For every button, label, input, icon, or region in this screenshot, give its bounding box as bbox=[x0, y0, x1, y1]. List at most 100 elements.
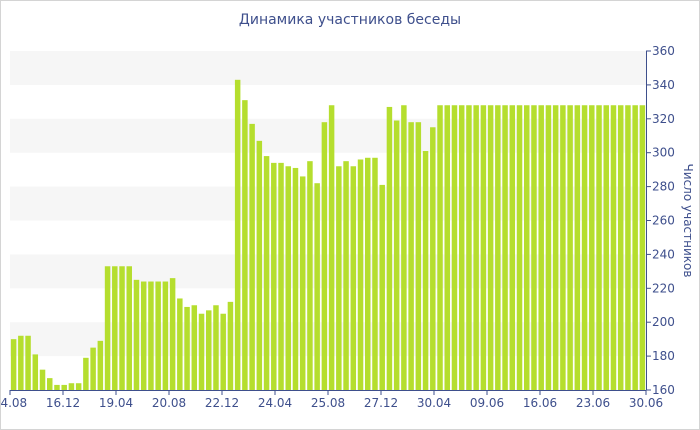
x-tick-label: 23.06 bbox=[576, 396, 610, 410]
bar bbox=[328, 105, 335, 391]
bar bbox=[567, 105, 573, 391]
bar bbox=[408, 122, 414, 390]
x-tick-label: 14.08 bbox=[0, 396, 27, 410]
bar bbox=[314, 183, 320, 390]
y-axis-title: Число участников bbox=[681, 164, 695, 278]
bar bbox=[466, 105, 472, 391]
bar bbox=[25, 335, 31, 390]
bar bbox=[589, 105, 595, 391]
bar bbox=[357, 159, 364, 390]
bar bbox=[437, 105, 443, 391]
bar bbox=[155, 281, 161, 390]
bar bbox=[184, 306, 190, 390]
bar bbox=[112, 266, 118, 390]
bar bbox=[365, 157, 371, 390]
bar bbox=[379, 184, 385, 390]
bar bbox=[524, 105, 530, 391]
x-tick-label: 22.12 bbox=[205, 396, 239, 410]
bar bbox=[509, 105, 516, 391]
bar bbox=[133, 279, 140, 390]
bar bbox=[119, 266, 125, 390]
bar bbox=[234, 79, 241, 390]
bar bbox=[422, 151, 429, 390]
y-axis-ticks: 160 180 200 220 240 260 280 300 320 340 360 bbox=[646, 44, 675, 397]
bar bbox=[242, 100, 248, 390]
bar bbox=[560, 105, 566, 391]
grid-band bbox=[10, 51, 646, 85]
chart-title: Динамика участников беседы bbox=[238, 12, 462, 28]
x-tick-label: 16.06 bbox=[523, 396, 557, 410]
bar bbox=[278, 162, 284, 390]
bar bbox=[191, 305, 198, 390]
bar bbox=[126, 266, 132, 390]
y-tick-label: 360 bbox=[652, 44, 675, 58]
y-tick-label: 240 bbox=[652, 247, 675, 261]
bar bbox=[227, 301, 234, 390]
bar bbox=[271, 162, 277, 390]
bar bbox=[54, 384, 60, 390]
bar bbox=[206, 310, 212, 390]
bar bbox=[596, 105, 602, 391]
y-tick-label: 300 bbox=[652, 146, 675, 160]
bar bbox=[140, 281, 147, 390]
bar bbox=[198, 313, 205, 390]
y-tick-label: 160 bbox=[652, 383, 675, 397]
bar bbox=[495, 105, 501, 391]
x-tick-label: 19.04 bbox=[99, 396, 133, 410]
bar bbox=[393, 120, 400, 390]
bar bbox=[263, 156, 270, 390]
bar bbox=[220, 313, 226, 390]
bar bbox=[169, 278, 176, 390]
bar bbox=[473, 105, 479, 391]
bar bbox=[39, 369, 46, 390]
bar bbox=[430, 127, 436, 391]
bar bbox=[386, 106, 393, 390]
x-tick-label: 25.08 bbox=[311, 396, 345, 410]
bar bbox=[574, 105, 581, 391]
y-tick-label: 200 bbox=[652, 315, 675, 329]
bar bbox=[32, 354, 39, 390]
bar bbox=[632, 105, 638, 391]
bar bbox=[610, 105, 617, 391]
bar bbox=[18, 335, 24, 390]
bar bbox=[249, 123, 255, 390]
y-tick-label: 260 bbox=[652, 214, 675, 228]
x-tick-label: 20.08 bbox=[152, 396, 186, 410]
x-tick-label: 16.12 bbox=[46, 396, 80, 410]
bar bbox=[256, 140, 263, 390]
x-axis-ticks: 14.08 16.12 19.04 20.08 22.12 24.04 25.08 27.12… bbox=[0, 390, 663, 410]
bar bbox=[343, 161, 349, 390]
bar bbox=[336, 166, 342, 390]
bar bbox=[639, 105, 646, 391]
bar bbox=[285, 166, 291, 390]
bar bbox=[487, 105, 494, 391]
x-tick-label: 30.06 bbox=[629, 396, 663, 410]
bar bbox=[75, 383, 82, 390]
y-tick-label: 280 bbox=[652, 180, 675, 194]
bar bbox=[480, 105, 487, 391]
bar bbox=[90, 347, 96, 391]
y-tick-label: 220 bbox=[652, 281, 675, 295]
bar-series bbox=[10, 79, 646, 391]
bar bbox=[401, 105, 407, 391]
bar bbox=[516, 105, 523, 391]
x-tick-label: 30.04 bbox=[417, 396, 451, 410]
bar bbox=[458, 105, 465, 391]
bar bbox=[177, 298, 183, 390]
bar bbox=[502, 105, 508, 391]
bar bbox=[104, 266, 111, 390]
bar bbox=[581, 105, 588, 391]
y-tick-label: 340 bbox=[652, 78, 675, 92]
bar bbox=[307, 161, 313, 390]
bar bbox=[299, 176, 306, 390]
bar bbox=[162, 281, 169, 390]
bar bbox=[213, 305, 219, 390]
bar bbox=[83, 357, 89, 390]
y-tick-label: 180 bbox=[652, 349, 675, 363]
bar bbox=[531, 105, 537, 391]
x-tick-label: 27.12 bbox=[364, 396, 398, 410]
bar bbox=[545, 105, 552, 391]
bar bbox=[97, 340, 104, 390]
bar bbox=[47, 378, 53, 390]
